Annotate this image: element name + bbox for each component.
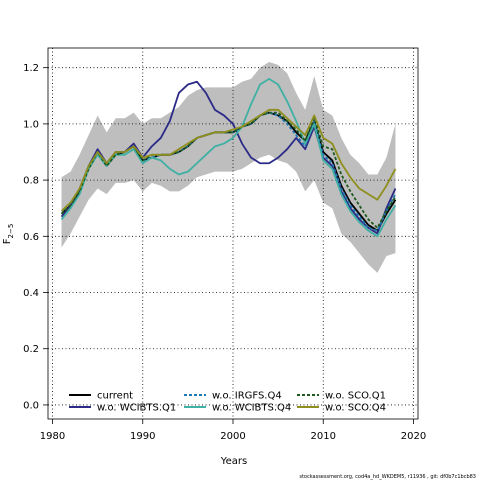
series-line-5 xyxy=(60,108,397,212)
series-line-2 xyxy=(60,111,397,232)
y-tick-label-2: 0.4 xyxy=(23,288,39,299)
y-tick-label-4: 0.8 xyxy=(23,176,39,187)
confidence-band xyxy=(61,62,396,273)
y-tick-label-5: 1.0 xyxy=(23,119,39,130)
svg-text:F2−5: F2−5 xyxy=(2,224,15,245)
series-line-4 xyxy=(60,111,397,229)
legend-label-2: w.o. IRGFS.Q4 xyxy=(212,391,282,402)
y-tick-label-0: 0.0 xyxy=(23,400,39,411)
x-tick-label-2000: 2000 xyxy=(220,431,245,442)
x-tick-label-2020: 2020 xyxy=(401,431,426,442)
plot-area: 1980 1990 2000 2010 2020 0.0 0.2 0.4 0.6 0.8 1.0 1.… xyxy=(23,47,426,442)
y-axis-label-main: F xyxy=(2,238,13,244)
y-axis-label-subscript: 2−5 xyxy=(7,224,15,239)
y-axis-label: F2−5 xyxy=(2,224,15,245)
series-line-3 xyxy=(60,78,397,238)
x-tick-label-2010: 2010 xyxy=(311,431,336,442)
y-tick-label-6: 1.2 xyxy=(23,63,39,74)
x-tick-label-1990: 1990 xyxy=(130,431,155,442)
footer-text: stockassessment.org, cod4a_hd_WKDEM5, r1… xyxy=(299,474,476,480)
x-axis-label: Years xyxy=(220,456,247,467)
y-tick-label-1: 0.2 xyxy=(23,344,39,355)
legend-label-5: w.o. SCO.Q4 xyxy=(325,403,386,414)
legend-label-0: current xyxy=(97,391,133,402)
legend-label-1: w.o. WCIBTS.Q1 xyxy=(97,403,176,414)
legend-label-3: w.o. WCIBTS.Q4 xyxy=(212,403,291,414)
legend-label-4: w.o. SCO.Q1 xyxy=(325,391,386,402)
y-tick-label-3: 0.6 xyxy=(23,232,39,243)
x-tick-label-1980: 1980 xyxy=(40,431,65,442)
